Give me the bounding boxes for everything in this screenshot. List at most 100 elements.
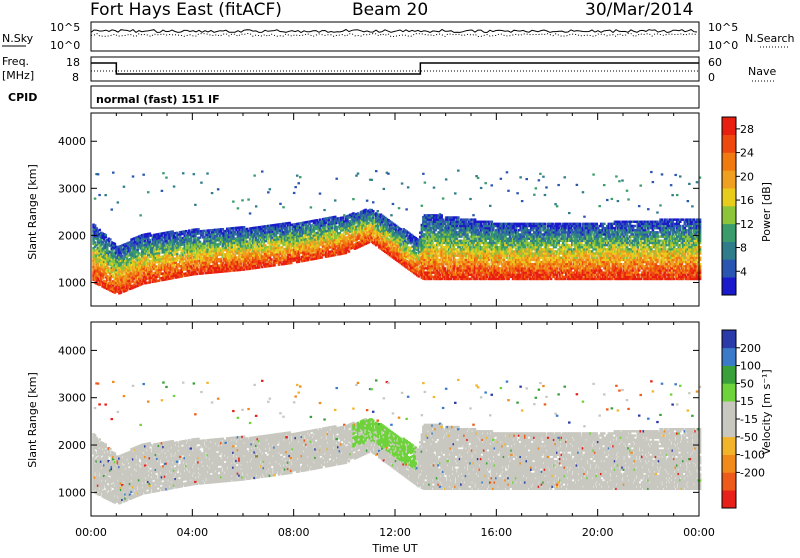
power-cell: [399, 228, 402, 230]
power-cell: [457, 216, 460, 218]
power-cell: [428, 223, 431, 225]
power-cell: [111, 208, 114, 210]
power-cell: [165, 177, 168, 179]
power-cell: [465, 254, 468, 256]
power-cell: [255, 205, 258, 207]
power-cell: [158, 279, 161, 281]
power-cell: [445, 254, 448, 256]
power-cell: [424, 265, 427, 267]
power-cell: [261, 170, 264, 172]
power-cell: [237, 207, 240, 209]
power-cell: [114, 243, 117, 245]
freq-unit: [MHz]: [2, 69, 34, 82]
power-cell: [142, 174, 145, 176]
power-cell: [101, 277, 104, 279]
power-cell: [202, 232, 205, 234]
power-cell: [120, 291, 123, 293]
power-cell: [466, 231, 469, 233]
power-cell: [472, 242, 475, 244]
power-cell: [440, 278, 443, 280]
power-cell: [294, 186, 297, 188]
power-cell: [446, 221, 449, 223]
power-cell: [220, 258, 223, 260]
power-cell: [449, 259, 452, 261]
power-cell: [240, 262, 243, 264]
power-cell: [474, 263, 477, 265]
power-cell: [468, 238, 471, 240]
power-cell: [449, 263, 452, 265]
power-cell: [449, 257, 452, 259]
power-cell: [98, 229, 101, 231]
power-cell: [453, 250, 456, 252]
power-cell: [469, 244, 472, 246]
power-cell: [168, 244, 171, 246]
power-cell: [377, 226, 380, 228]
power-cell: [109, 279, 112, 281]
freq-trace: [91, 63, 699, 74]
power-cell: [404, 238, 407, 240]
power-cell: [112, 172, 115, 174]
power-cell: [267, 191, 270, 193]
power-cell: [357, 172, 360, 174]
power-cell: [367, 241, 370, 243]
power-cell: [299, 176, 302, 178]
freq-panel: Freq. [MHz] 18 8 60 0 Nave: [2, 55, 776, 84]
power-cell: [405, 208, 408, 210]
power-cell: [383, 188, 386, 190]
power-cell: [457, 170, 460, 172]
power-cell: [372, 201, 375, 203]
power-cell: [439, 276, 442, 278]
power-cell: [372, 210, 375, 212]
power-cell: [463, 250, 466, 252]
power-cell: [107, 242, 110, 244]
power-cell: [431, 252, 434, 254]
power-cell: [433, 187, 436, 189]
power-cell: [104, 194, 107, 196]
power-cell: [478, 244, 481, 246]
power-cell: [179, 246, 182, 248]
power-cell: [370, 179, 373, 181]
power-cell: [158, 252, 161, 254]
power-cell: [351, 230, 354, 232]
power-cell: [460, 235, 463, 237]
freq-traces: [91, 63, 699, 74]
power-cell: [155, 265, 158, 267]
power-cell: [472, 214, 475, 216]
power-cell: [232, 201, 235, 203]
power-cell: [474, 218, 477, 220]
power-cell: [141, 283, 144, 285]
power-cell: [270, 260, 273, 262]
power-cell: [425, 221, 428, 223]
power-cell: [457, 218, 460, 220]
power-cell: [456, 238, 459, 240]
power-cell: [334, 199, 337, 201]
power-cell: [439, 242, 442, 244]
power-cell: [288, 228, 291, 230]
power-cell: [217, 188, 220, 190]
power-cell: [430, 229, 433, 231]
power-cell: [465, 221, 468, 223]
power-cell: [465, 242, 468, 244]
power-cell: [133, 246, 136, 248]
power-cell: [98, 194, 101, 196]
power-cell: [196, 273, 199, 275]
power-cell: [296, 175, 299, 177]
power-cell: [334, 254, 337, 256]
freq-tick-high: 18: [66, 56, 80, 69]
power-cell: [297, 182, 300, 184]
power-cell: [310, 206, 313, 208]
power-cell: [331, 227, 334, 229]
power-cell: [430, 218, 433, 220]
power-cell: [136, 249, 139, 251]
power-cell: [475, 278, 478, 280]
power-cell: [355, 175, 358, 177]
power-cell: [253, 174, 256, 176]
power-cell: [206, 172, 209, 174]
power-cell: [94, 198, 97, 200]
power-cell: [290, 262, 293, 264]
noise-tick-left-low: 10^0: [50, 39, 80, 52]
nsky-label: N.Sky: [2, 32, 34, 45]
power-cell: [392, 203, 395, 205]
power-cell: [442, 197, 445, 199]
